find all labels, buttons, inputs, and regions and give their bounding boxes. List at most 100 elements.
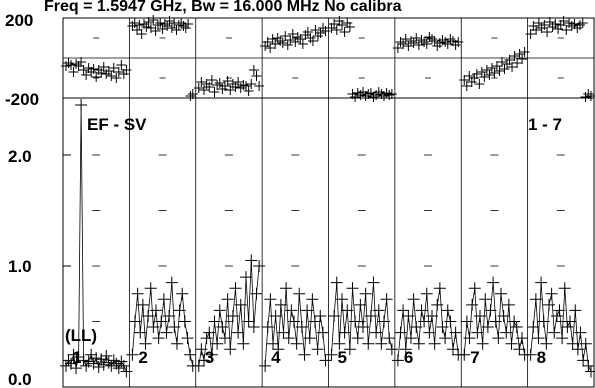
amp-point: [216, 321, 229, 334]
amp-point: [330, 276, 343, 289]
amp-point: [267, 337, 279, 350]
amp-point: [540, 337, 553, 350]
phase-point: [193, 83, 204, 93]
phase-point: [528, 21, 539, 31]
amp-point: [336, 293, 348, 306]
baseline-labels: 1 2 3 4 5 6 7 8: [72, 348, 546, 367]
amp-point: [277, 326, 290, 339]
phase-point: [76, 57, 87, 67]
phase-point: [280, 31, 291, 41]
phase-point: [71, 59, 82, 69]
phase-point: [63, 58, 74, 68]
phase-point: [275, 36, 286, 46]
amp-point: [240, 271, 252, 284]
phase-point: [337, 20, 347, 30]
phase-point: [381, 88, 392, 98]
amp-point: [213, 304, 226, 317]
amp-point: [548, 326, 561, 339]
phase-point: [553, 24, 564, 34]
phase-point: [212, 80, 223, 90]
amp-point: [380, 293, 393, 306]
amp-point: [100, 349, 113, 362]
phase-point: [331, 25, 342, 35]
amp-point: [532, 332, 545, 345]
phase-point: [222, 76, 233, 86]
amp-point: [535, 276, 548, 289]
phase-point: [267, 34, 278, 44]
phase-point: [143, 17, 154, 27]
amp-point: [441, 304, 454, 317]
phase-point: [544, 17, 555, 27]
amp-point: [139, 337, 152, 350]
amp-point: [391, 354, 404, 367]
baseline-label: 4: [271, 348, 281, 367]
amp-point: [458, 348, 471, 361]
phase-point: [225, 85, 236, 95]
amp-point: [150, 304, 162, 317]
phase-point: [440, 37, 451, 47]
amp-point: [97, 358, 110, 371]
phase-point: [68, 67, 79, 77]
amp-point: [319, 354, 332, 367]
phase-point: [442, 39, 453, 49]
phase-point: [220, 81, 230, 91]
amp-point: [261, 321, 274, 334]
phase-point: [486, 63, 497, 73]
amp-point: [585, 365, 595, 378]
amp-point: [385, 343, 398, 356]
amp-point: [508, 315, 521, 328]
phase-point: [295, 34, 306, 44]
amp-point: [295, 321, 308, 334]
phase-point: [586, 91, 595, 101]
amp-point: [351, 332, 364, 345]
baseline-label: 8: [537, 348, 546, 367]
phase-point: [121, 65, 132, 75]
amp-point: [200, 332, 213, 345]
amp-point: [247, 321, 260, 334]
amp-point: [129, 315, 141, 328]
amp-point: [537, 315, 550, 328]
amp-point: [95, 353, 108, 366]
phase-point: [173, 20, 184, 30]
phase-point: [262, 37, 273, 47]
amp-point: [415, 304, 428, 317]
phase-point: [469, 73, 480, 83]
phase-point: [459, 75, 470, 85]
phase-point: [542, 27, 553, 37]
amp-point: [77, 354, 90, 367]
phase-point: [494, 66, 505, 76]
phase-point: [531, 25, 542, 35]
phase-point: [148, 15, 159, 25]
phase-point: [583, 89, 594, 99]
phase-ytick-bottom: -200: [5, 90, 39, 109]
amp-point: [569, 304, 582, 317]
amp-point: [168, 321, 181, 334]
phase-point: [403, 41, 414, 51]
amp-point: [579, 337, 592, 350]
amp-point: [224, 343, 237, 356]
amp-point: [527, 321, 540, 334]
phase-point: [106, 71, 117, 81]
phase-point: [270, 39, 281, 49]
baseline-label: 1: [72, 348, 81, 367]
phase-point: [461, 81, 472, 91]
phase-point: [408, 38, 419, 48]
phase-point: [113, 67, 124, 77]
chart-title: Freq = 1.5947 GHz, Bw = 16.000 MHz No ca…: [44, 0, 402, 15]
amp-point: [117, 359, 130, 372]
amp-point: [165, 276, 178, 289]
phase-point: [550, 19, 561, 29]
phase-point: [66, 60, 77, 70]
amp-point: [449, 326, 462, 339]
phase-point: [260, 41, 271, 51]
phase-point: [292, 32, 303, 42]
phase-point: [214, 78, 225, 88]
amp-point: [402, 309, 415, 322]
phase-point: [575, 20, 586, 30]
phase-point: [209, 87, 220, 97]
baseline-label: 5: [338, 348, 347, 367]
phase-point: [265, 43, 276, 53]
phase-point: [334, 16, 345, 26]
amp-point: [242, 315, 255, 328]
phase-point: [164, 16, 175, 26]
